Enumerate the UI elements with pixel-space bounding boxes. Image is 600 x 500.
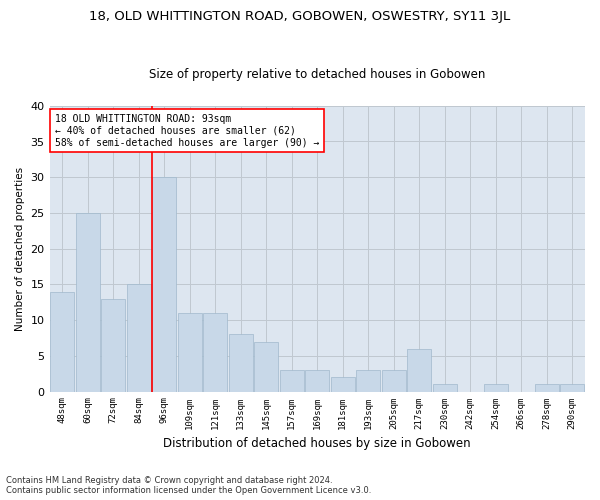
X-axis label: Distribution of detached houses by size in Gobowen: Distribution of detached houses by size … bbox=[163, 437, 471, 450]
Text: 18 OLD WHITTINGTON ROAD: 93sqm
← 40% of detached houses are smaller (62)
58% of : 18 OLD WHITTINGTON ROAD: 93sqm ← 40% of … bbox=[55, 114, 319, 148]
Bar bbox=[382, 370, 406, 392]
Bar bbox=[101, 298, 125, 392]
Bar bbox=[152, 177, 176, 392]
Bar bbox=[50, 292, 74, 392]
Bar bbox=[484, 384, 508, 392]
Bar bbox=[535, 384, 559, 392]
Bar bbox=[76, 213, 100, 392]
Text: Contains HM Land Registry data © Crown copyright and database right 2024.
Contai: Contains HM Land Registry data © Crown c… bbox=[6, 476, 371, 495]
Bar bbox=[203, 313, 227, 392]
Bar bbox=[331, 378, 355, 392]
Bar bbox=[433, 384, 457, 392]
Bar bbox=[356, 370, 380, 392]
Bar bbox=[127, 284, 151, 392]
Bar bbox=[280, 370, 304, 392]
Bar bbox=[407, 348, 431, 392]
Title: Size of property relative to detached houses in Gobowen: Size of property relative to detached ho… bbox=[149, 68, 485, 81]
Bar bbox=[178, 313, 202, 392]
Text: 18, OLD WHITTINGTON ROAD, GOBOWEN, OSWESTRY, SY11 3JL: 18, OLD WHITTINGTON ROAD, GOBOWEN, OSWES… bbox=[89, 10, 511, 23]
Bar bbox=[254, 342, 278, 392]
Bar bbox=[560, 384, 584, 392]
Bar bbox=[229, 334, 253, 392]
Y-axis label: Number of detached properties: Number of detached properties bbox=[15, 166, 25, 330]
Bar bbox=[305, 370, 329, 392]
